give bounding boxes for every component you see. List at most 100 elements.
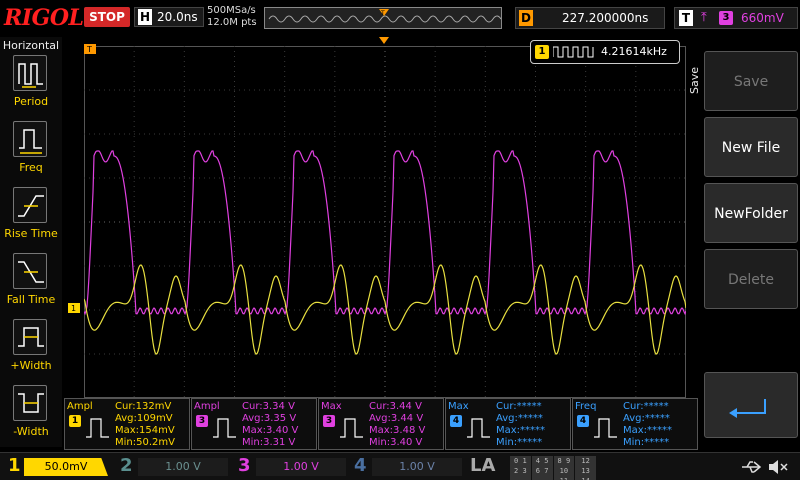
measurement-stat-line: Min:3.31 V (242, 437, 296, 448)
measurement-channel: 3 (196, 415, 208, 427)
la-bits: 4 5 6 7 (531, 456, 553, 480)
freq-readout-value: 4.21614kHz (601, 45, 667, 58)
measure-period-label: Period (13, 95, 49, 108)
measurement-stat-line: Avg:3.44 V (369, 413, 424, 424)
measure-period[interactable]: Period (0, 55, 62, 119)
channel-2-scale[interactable]: 1.00 V (138, 458, 228, 476)
measure-negative-width[interactable]: -Width (0, 385, 62, 449)
memory-waveform-icon: T (268, 9, 501, 23)
measure-rise-time[interactable]: Rise Time (0, 187, 62, 251)
measurement-panel[interactable]: Max 3 Cur:3.44 V Avg:3.44 V Max:3.48 V Min:3.… (318, 398, 444, 450)
measurement-stat-line: Avg:3.35 V (242, 413, 297, 424)
measurement-stat-line: Max:3.40 V (242, 425, 299, 436)
measure-positive-width-label: +Width (10, 359, 52, 372)
trigger-source: 3 (719, 11, 733, 25)
measurement-stats: Cur:***** Avg:***** Max:***** Min:***** (623, 401, 672, 449)
measure-negative-width-label: -Width (13, 425, 49, 438)
delay-box[interactable]: D 227.200000ns (515, 7, 665, 29)
timebase-letter: H (138, 9, 152, 25)
rise-time-icon (13, 187, 47, 223)
measurement-stat-line: Min:3.40 V (369, 437, 423, 448)
channel-2-label[interactable]: 2 (120, 455, 133, 476)
trigger-time-marker (379, 37, 389, 44)
measurement-type-icon (594, 418, 617, 438)
measurement-type-icon (86, 418, 109, 438)
svg-text:T: T (86, 45, 92, 54)
waveform-display[interactable] (84, 46, 686, 398)
rising-edge-icon: ⤒ (701, 10, 707, 25)
measurement-stat-line: Min:***** (496, 437, 543, 448)
channel-3-scale[interactable]: 1.00 V (256, 458, 346, 476)
measurement-stats: Cur:***** Avg:***** Max:***** Min:***** (496, 401, 545, 449)
measurement-type-icon (213, 418, 236, 438)
measure-fall-time[interactable]: Fall Time (0, 253, 62, 317)
measurement-stats: Cur:3.34 V Avg:3.35 V Max:3.40 V Min:3.31 V (242, 401, 298, 449)
measurement-stat-line: Max:***** (496, 425, 546, 436)
brand-logo: RIGOL (4, 5, 84, 31)
frequency-counter-readout: 1 4.21614kHz (530, 40, 680, 64)
logic-analyzer-label[interactable]: LA (470, 455, 496, 476)
channel-1-ground-marker[interactable]: 1 (68, 303, 82, 315)
measurement-stat-line: Avg:***** (623, 413, 670, 424)
measurement-type-icon (467, 418, 490, 438)
measure-menu-title: Horizontal (2, 39, 60, 52)
measurement-stat-line: Max:***** (623, 425, 673, 436)
measurement-panel[interactable]: Freq 4 Cur:***** Avg:***** Max:***** Min:****… (572, 398, 698, 450)
measurement-stat-line: Avg:***** (496, 413, 543, 424)
measurement-channel: 3 (323, 415, 335, 427)
return-button[interactable] (704, 372, 798, 438)
channel-4-label[interactable]: 4 (354, 455, 367, 476)
sample-rate: 500MSa/s (207, 5, 256, 16)
negative-width-icon (13, 385, 47, 421)
measurement-name: Freq (575, 401, 597, 412)
period-icon (13, 55, 47, 91)
timebase-box[interactable]: H 20.0ns (134, 7, 204, 27)
measurement-panel[interactable]: Ampl 1 Cur:132mV Avg:109mV Max:154mV Min:50.2… (64, 398, 190, 450)
channel-1-scale[interactable]: 50.0mV (24, 458, 108, 476)
channel-status-bar: 1 50.0mV 2 1.00 V 3 1.00 V 4 1.00 V LA 0… (0, 452, 800, 480)
trigger-level: 660mV (741, 11, 784, 25)
freq-readout-channel: 1 (535, 45, 549, 59)
measurement-panel[interactable]: Ampl 3 Cur:3.34 V Avg:3.35 V Max:3.40 V Min:3… (191, 398, 317, 450)
memory-position-bar[interactable]: T (264, 7, 502, 29)
measurement-stat-line: Cur:3.34 V (242, 401, 295, 412)
delay-letter: D (519, 10, 533, 26)
measure-freq[interactable]: Freq (0, 121, 62, 185)
freq-icon (13, 121, 47, 157)
measurement-name: Max (321, 401, 342, 412)
measurement-name: Ampl (194, 401, 220, 412)
la-bits: 0 1 2 3 (510, 456, 531, 480)
measure-fall-time-label: Fall Time (6, 293, 56, 306)
measurement-stat-line: Max:3.48 V (369, 425, 426, 436)
delete-button[interactable]: Delete (704, 249, 798, 309)
graticule (84, 46, 686, 398)
measurement-channel: 4 (450, 415, 462, 427)
measurement-channel: 4 (577, 415, 589, 427)
sampling-info: 500MSa/s 12.0M pts (207, 5, 257, 29)
logic-analyzer-channels[interactable]: 0 1 2 3 4 5 6 7 8 9 10 11 12 13 14 15 (510, 456, 596, 480)
la-bits: 12 13 14 15 (575, 456, 596, 480)
run-stop-button[interactable]: STOP (84, 7, 130, 27)
new-folder-button[interactable]: NewFolder (704, 183, 798, 243)
measurement-name: Ampl (67, 401, 93, 412)
measurement-stat-line: Cur:***** (496, 401, 542, 412)
channel-1-label[interactable]: 1 (8, 455, 21, 476)
measure-freq-label: Freq (19, 161, 43, 174)
measure-menu: Horizontal Period Freq Rise Time Fall Ti… (0, 37, 62, 447)
measure-positive-width[interactable]: +Width (0, 319, 62, 383)
usb-icon (742, 461, 762, 473)
measurement-stat-line: Min:***** (623, 437, 670, 448)
fall-time-icon (13, 253, 47, 289)
save-button[interactable]: Save (704, 51, 798, 111)
new-file-button[interactable]: New File (704, 117, 798, 177)
channel-3-label[interactable]: 3 (238, 455, 251, 476)
measure-rise-time-label: Rise Time (4, 227, 58, 240)
svg-text:T: T (380, 10, 385, 17)
measurement-stats: Cur:3.44 V Avg:3.44 V Max:3.48 V Min:3.40 V (369, 401, 425, 449)
delay-value: 227.200000ns (562, 11, 649, 25)
trigger-box[interactable]: T ⤒ 3 660mV (674, 7, 798, 29)
measurement-channel: 1 (69, 415, 81, 427)
measurement-panel[interactable]: Max 4 Cur:***** Avg:***** Max:***** Min:***** (445, 398, 571, 450)
channel-4-scale[interactable]: 1.00 V (372, 458, 462, 476)
speaker-muted-icon[interactable] (766, 457, 790, 477)
